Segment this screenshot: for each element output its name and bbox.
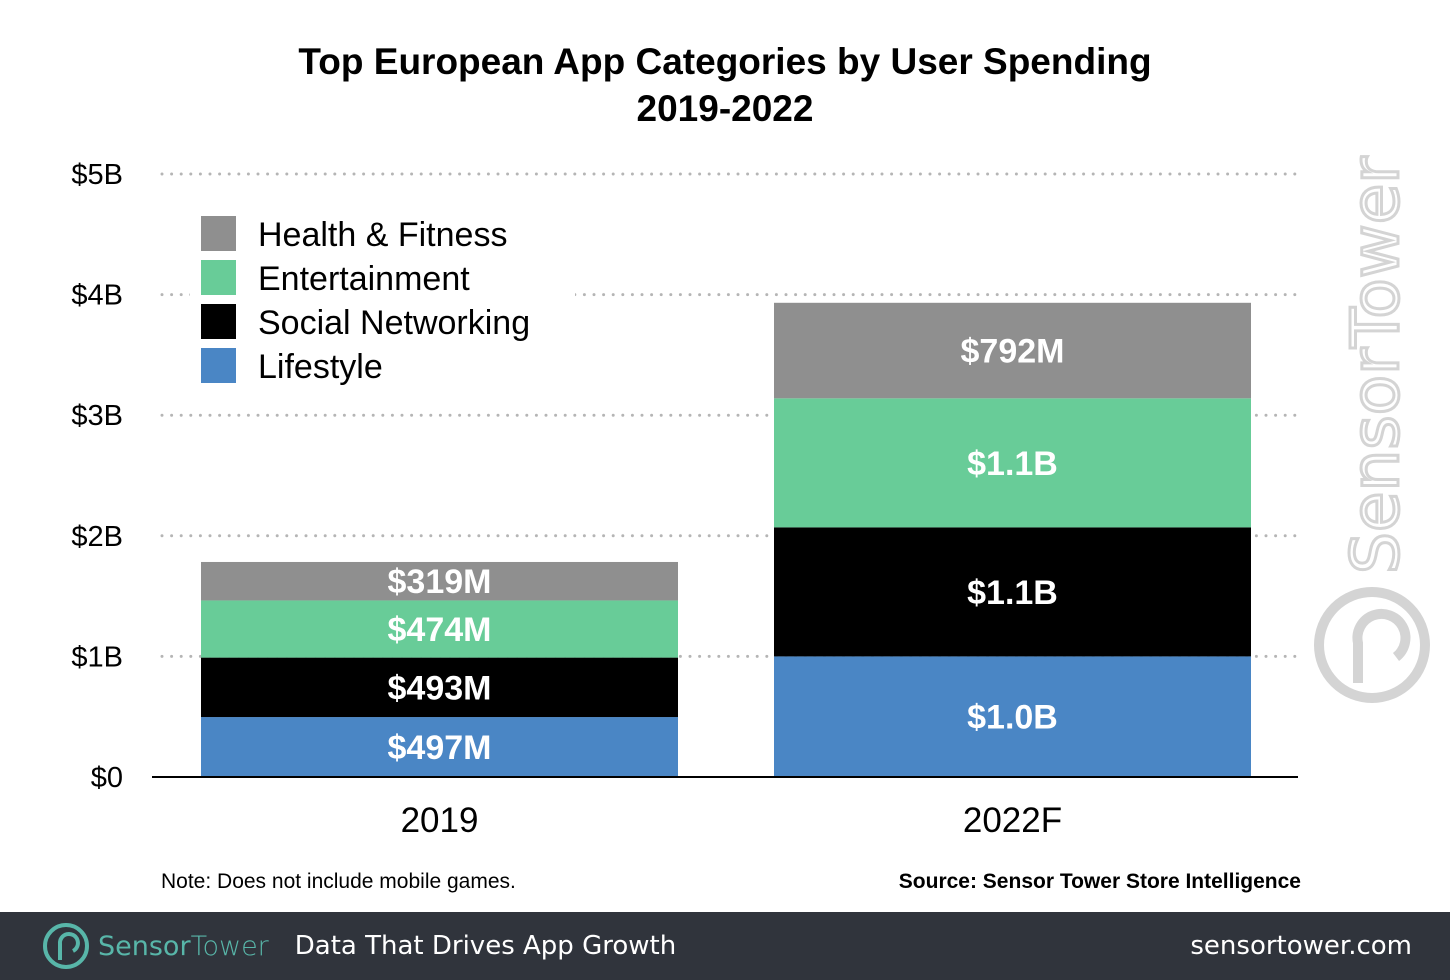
watermark-text: SensorTower — [1337, 156, 1414, 574]
data-label: $1.1B — [967, 574, 1058, 612]
legend-swatch — [201, 260, 236, 295]
y-axis: $0 $1B $2B $3B $4B $5B — [71, 159, 123, 794]
data-label: $493M — [388, 669, 492, 707]
data-label: $497M — [388, 729, 492, 767]
data-label: $1.0B — [967, 699, 1058, 737]
y-tick-label: $4B — [71, 280, 123, 312]
bar-stack-2019: $497M $493M $474M $319M — [201, 561, 678, 777]
brand-tower: Tower — [190, 930, 269, 962]
footer-tagline: Data That Drives App Growth — [294, 931, 677, 961]
bar-segment — [774, 656, 1251, 777]
y-tick-label: $5B — [71, 159, 123, 191]
chart: Top European App Categories by User Spen… — [71, 41, 1430, 893]
bar-segment — [201, 561, 678, 601]
legend-label: Entertainment — [258, 260, 470, 298]
bar-segment — [774, 302, 1251, 399]
source-text: Source: Sensor Tower Store Intelligence — [899, 870, 1301, 893]
data-label: $474M — [388, 611, 492, 649]
bars: $497M $493M $474M $319M $1.0B $1.1B $1.1B $792M — [201, 302, 1251, 777]
legend-swatch — [201, 216, 236, 251]
y-tick-label: $0 — [91, 762, 123, 794]
data-label: $319M — [388, 563, 492, 601]
watermark-logo-icon — [1314, 587, 1430, 703]
x-tick-label: 2019 — [401, 801, 479, 840]
chart-title: Top European App Categories by User Spen… — [298, 41, 1151, 82]
x-axis: 2019 2022F — [401, 801, 1063, 840]
watermark: SensorTower — [1314, 154, 1430, 703]
x-tick-label: 2022F — [963, 801, 1062, 840]
footer-website-link[interactable]: sensortower.com — [1190, 931, 1412, 961]
legend-label: Social Networking — [258, 304, 530, 342]
legend-background — [190, 200, 575, 390]
legend-label: Lifestyle — [258, 348, 383, 386]
legend: Health & Fitness Entertainment Social Netw… — [190, 200, 575, 390]
bar-segment — [201, 717, 678, 777]
brand-sensor: Sensor — [98, 930, 191, 962]
data-label: $1.1B — [967, 445, 1058, 483]
bar-segment — [201, 657, 678, 718]
footer-bar: Sensor Tower Data That Drives App Growth … — [0, 912, 1450, 980]
chart-subtitle: 2019-2022 — [637, 88, 814, 129]
legend-swatch — [201, 348, 236, 383]
bar-stack-2022F: $1.0B $1.1B $1.1B $792M — [774, 302, 1251, 777]
y-tick-label: $1B — [71, 641, 123, 673]
y-tick-label: $2B — [71, 521, 123, 553]
data-label: $792M — [961, 333, 1065, 371]
bar-segment — [774, 398, 1251, 528]
bar-segment — [201, 600, 678, 658]
legend-label: Health & Fitness — [258, 216, 507, 254]
sensortower-logo-icon — [43, 923, 89, 969]
legend-swatch — [201, 304, 236, 339]
note-text: Note: Does not include mobile games. — [161, 870, 516, 893]
bar-segment — [774, 527, 1251, 657]
y-tick-label: $3B — [71, 400, 123, 432]
